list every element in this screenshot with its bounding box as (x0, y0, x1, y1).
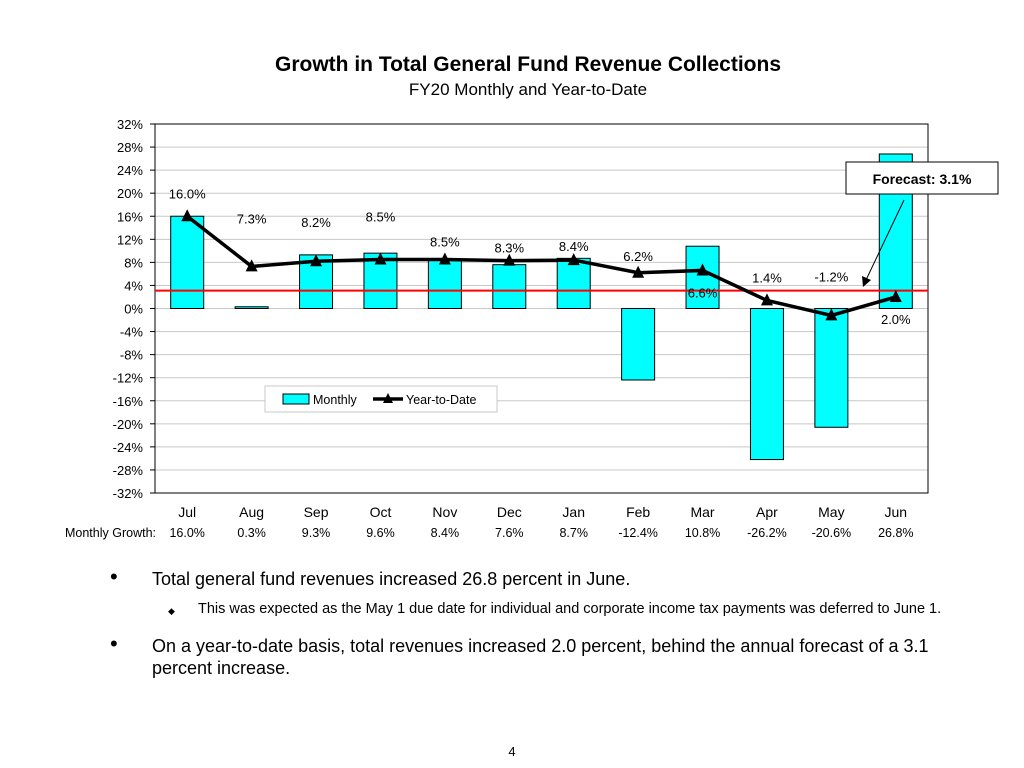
y-tick-label: 32% (117, 117, 143, 132)
ytd-marker-triangle (438, 252, 451, 265)
bar-monthly (749, 308, 784, 461)
ytd-marker-triangle (374, 252, 387, 265)
y-tick-label: 16% (117, 209, 143, 224)
bullet-icon: • (110, 631, 118, 656)
y-tick-label: -28% (113, 463, 144, 478)
x-tick-label: Sep (304, 504, 329, 520)
y-tick-label: 24% (117, 163, 143, 178)
monthly-growth-label: Monthly Growth: (65, 526, 156, 540)
bar-monthly (492, 264, 527, 309)
plot-area-frame (154, 123, 929, 494)
bar-monthly (427, 259, 462, 310)
legend-swatch-monthly (282, 393, 310, 405)
monthly-growth-value: 10.8% (685, 526, 720, 540)
x-tick-label: Jun (885, 504, 908, 520)
y-tick-label: -16% (113, 394, 144, 409)
page-number: 4 (508, 744, 516, 759)
ytd-marker-triangle (825, 308, 838, 321)
y-tick-label: 8% (124, 255, 143, 270)
monthly-growth-value: 0.3% (237, 526, 266, 540)
x-tick-label: Feb (626, 504, 650, 520)
sub-bullet-text: This was expected as the May 1 due date … (198, 601, 942, 617)
bullet-item: • Total general fund revenues increased … (110, 564, 970, 590)
monthly-growth-value: 26.8% (878, 526, 913, 540)
legend-label-ytd: Year-to-Date (406, 393, 476, 407)
bar-monthly (621, 308, 656, 381)
x-tick-label: Nov (432, 504, 457, 520)
chart-title: Growth in Total General Fund Revenue Col… (275, 53, 781, 76)
x-tick-label: Jul (178, 504, 196, 520)
sub-bullet-item: ◆ This was expected as the May 1 due dat… (110, 600, 970, 619)
ytd-marker-triangle (567, 253, 580, 266)
ytd-data-label: 6.2% (623, 249, 653, 264)
forecast-arrowhead-icon (862, 276, 871, 287)
ytd-data-label: 6.6% (688, 285, 718, 300)
y-tick-label: 28% (117, 140, 143, 155)
y-tick-label: 0% (124, 302, 143, 317)
revenue-growth-chart: 32% 28% 24% 20% 16% 12% 8% 4% 0% -4% -8% -12% -16% -2… (65, 117, 999, 540)
monthly-growth-value: -12.4% (618, 526, 658, 540)
ytd-data-label: 8.5% (366, 209, 396, 224)
ytd-data-label: 8.3% (494, 241, 524, 256)
bar-monthly (170, 215, 205, 309)
ytd-data-label: 8.2% (301, 215, 331, 230)
y-tick-label: -12% (113, 371, 144, 386)
bar-monthly (814, 308, 849, 428)
ytd-marker-triangle (310, 254, 323, 267)
forecast-callout-arrow (865, 199, 905, 281)
monthly-growth-value: 16.0% (169, 526, 204, 540)
x-tick-label: May (818, 504, 844, 520)
bar-monthly (234, 306, 269, 310)
legend-ytd-marker (383, 393, 393, 403)
bar-monthly (556, 257, 591, 309)
ytd-marker-triangle (889, 289, 902, 302)
ytd-marker-triangle (696, 263, 709, 276)
x-tick-label: Apr (756, 504, 778, 520)
monthly-growth-value: 7.6% (495, 526, 524, 540)
monthly-growth-value: -20.6% (812, 526, 852, 540)
ytd-data-label: -1.2% (814, 269, 848, 284)
x-tick-label: Oct (370, 504, 392, 520)
bullet-icon: • (110, 564, 118, 589)
y-tick-label: 20% (117, 186, 143, 201)
legend-label-monthly: Monthly (313, 393, 358, 407)
y-tick-label: -20% (113, 417, 144, 432)
forecast-callout-box (845, 161, 999, 195)
y-tick-label: 12% (117, 232, 143, 247)
monthly-growth-value: 9.3% (302, 526, 331, 540)
forecast-callout-label: Forecast: 3.1% (873, 171, 972, 187)
ytd-data-label: 8.4% (559, 239, 589, 254)
ytd-marker-triangle (245, 259, 258, 272)
monthly-growth-value: 8.7% (559, 526, 588, 540)
chart-subtitle: FY20 Monthly and Year-to-Date (408, 80, 648, 99)
y-tick-label: -24% (113, 440, 144, 455)
bullet-list: • Total general fund revenues increased … (110, 564, 970, 689)
diamond-bullet-icon: ◆ (168, 606, 175, 616)
monthly-growth-value: 8.4% (431, 526, 460, 540)
y-tick-label: -4% (120, 325, 144, 340)
ytd-marker-triangle (181, 209, 194, 222)
ytd-data-label: 2.0% (881, 312, 911, 327)
ytd-marker-triangle (632, 265, 645, 278)
line-year-to-date (186, 214, 897, 318)
y-tick-label: -8% (120, 348, 144, 363)
bullet-item: • On a year-to-date basis, total revenue… (110, 631, 970, 679)
bullet-text: On a year-to-date basis, total revenues … (152, 636, 929, 678)
x-tick-label: Mar (690, 504, 714, 520)
ytd-data-label: 1.4% (752, 270, 782, 285)
y-tick-label: 4% (124, 278, 143, 293)
ytd-data-label: 7.3% (237, 211, 267, 226)
x-tick-label: Aug (239, 504, 264, 520)
ytd-data-label: 8.5% (430, 234, 460, 249)
x-tick-label: Jan (562, 504, 585, 520)
bullet-text: Total general fund revenues increased 26… (152, 569, 631, 589)
ytd-marker-triangle (503, 253, 516, 266)
x-tick-label: Dec (497, 504, 522, 520)
ytd-data-label: 16.0% (169, 186, 206, 201)
y-tick-label: -32% (113, 486, 144, 501)
ytd-marker-triangle (760, 293, 773, 306)
monthly-growth-value: 9.6% (366, 526, 395, 540)
monthly-growth-value: -26.2% (747, 526, 787, 540)
